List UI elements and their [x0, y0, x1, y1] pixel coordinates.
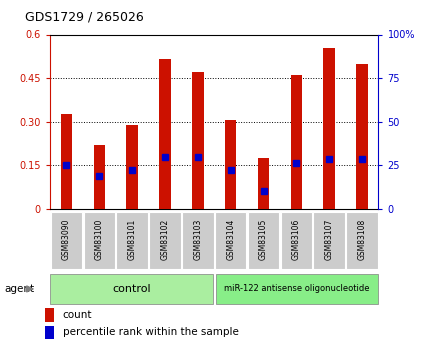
Bar [192, 72, 203, 209]
Text: GSM83105: GSM83105 [258, 219, 267, 260]
Text: GDS1729 / 265026: GDS1729 / 265026 [26, 10, 144, 23]
Text: miR-122 antisense oligonucleotide: miR-122 antisense oligonucleotide [224, 284, 369, 294]
Bar [355, 63, 367, 209]
Bar [93, 145, 105, 209]
Text: GSM83103: GSM83103 [193, 219, 202, 260]
Text: GSM83108: GSM83108 [357, 219, 366, 260]
Bar [313, 212, 344, 269]
Bar [215, 274, 378, 304]
Bar [323, 48, 334, 209]
Bar [149, 212, 180, 269]
Bar [61, 114, 72, 209]
Bar [224, 120, 236, 209]
Bar [257, 158, 269, 209]
Bar [116, 212, 148, 269]
Text: control: control [112, 284, 151, 294]
Bar [50, 274, 213, 304]
Bar [45, 326, 54, 339]
Bar [182, 212, 213, 269]
Text: GSM83102: GSM83102 [160, 219, 169, 260]
Text: GSM83090: GSM83090 [62, 219, 71, 260]
Bar [51, 212, 82, 269]
Bar [83, 212, 115, 269]
Text: count: count [62, 310, 92, 320]
Text: GSM83107: GSM83107 [324, 219, 333, 260]
Text: GSM83101: GSM83101 [127, 219, 136, 260]
Bar [126, 125, 138, 209]
Bar [45, 308, 54, 322]
Bar [159, 59, 170, 209]
Bar [247, 212, 279, 269]
Bar [290, 75, 301, 209]
Text: GSM83104: GSM83104 [226, 219, 235, 260]
Bar [345, 212, 377, 269]
Bar [214, 212, 246, 269]
Text: GSM83106: GSM83106 [291, 219, 300, 260]
Text: percentile rank within the sample: percentile rank within the sample [62, 327, 238, 337]
Bar [280, 212, 311, 269]
Text: agent: agent [4, 284, 34, 294]
Text: GSM83100: GSM83100 [95, 219, 104, 260]
